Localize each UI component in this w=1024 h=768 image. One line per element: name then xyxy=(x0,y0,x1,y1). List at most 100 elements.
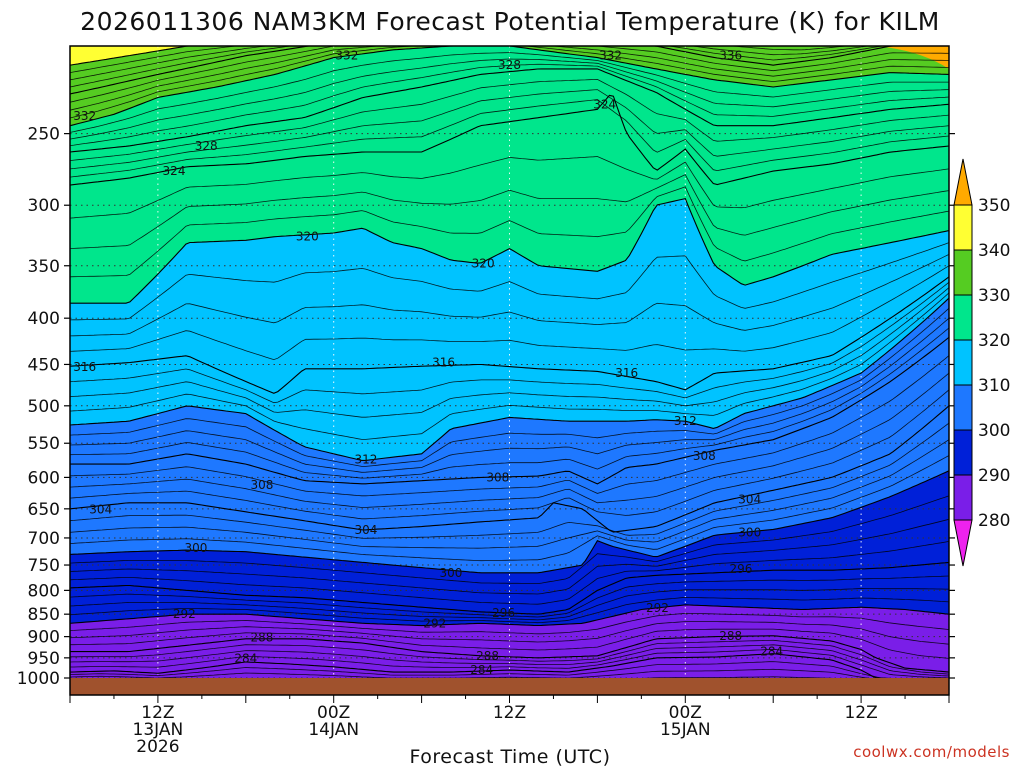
isentrope-minor-304-2 xyxy=(70,372,949,508)
isentrope-minor-328-2 xyxy=(70,58,949,140)
contour-label-5: 324 xyxy=(593,97,616,111)
contour-label-28: 292 xyxy=(423,616,446,630)
isentrope-minor-308-2 xyxy=(70,317,949,473)
contour-label-26: 292 xyxy=(173,607,196,621)
y-tick-label-250: 250 xyxy=(28,125,60,145)
isentrope-324 xyxy=(70,94,949,186)
pressure-axis: 250 300 350 400 450 500 550 600 650 700 750 800 850 9… xyxy=(17,125,955,689)
colorbar-band-290 xyxy=(953,429,973,476)
y-tick-label-800: 800 xyxy=(28,581,60,601)
colorbar-under-arrow xyxy=(953,519,973,567)
x-tick-label-54-0: 12Z xyxy=(844,703,877,723)
isentrope-minor-300-2 xyxy=(70,439,949,549)
isentrope-minor-324-2 xyxy=(70,89,949,170)
contour-label-0: 332 xyxy=(335,49,358,63)
isentrope-minor-284-1 xyxy=(70,648,949,678)
y-tick-label-750: 750 xyxy=(28,556,60,576)
contour-label-25: 296 xyxy=(492,606,515,620)
isentrope-minor-304-1 xyxy=(70,389,949,520)
field-band-336 xyxy=(70,46,949,94)
isentrope-minor-280-3 xyxy=(70,661,884,678)
contour-label-8: 320 xyxy=(296,230,319,244)
contour-label-12: 316 xyxy=(615,366,638,380)
isentrope-minor-320-1 xyxy=(70,186,949,278)
colorbar-label-340: 340 xyxy=(978,241,1010,261)
isentrope-minor-288-1 xyxy=(70,628,949,659)
isentrope-lines xyxy=(70,46,949,678)
isentrope-minor-312-3 xyxy=(70,281,949,404)
isentrope-minor-336-2 xyxy=(70,46,872,81)
contour-label-21: 300 xyxy=(185,541,208,555)
contour-label-13: 312 xyxy=(674,414,697,428)
colorbar-band-320 xyxy=(953,294,973,341)
isentrope-minor-292-2 xyxy=(70,588,949,621)
isentrope-minor-332-2 xyxy=(70,46,949,111)
isentrope-minor-336-3 xyxy=(70,46,851,73)
isentrope-304 xyxy=(70,405,949,533)
y-tick-label-550: 550 xyxy=(28,434,60,454)
colorbar: 350 340 330 320 310 300 290 280 xyxy=(953,158,1010,567)
x-axis-title: Forecast Time (UTC) xyxy=(410,746,611,768)
isentrope-minor-296-1 xyxy=(70,541,949,605)
isentrope-minor-320-3 xyxy=(70,156,949,219)
contour-label-20: 304 xyxy=(354,523,377,537)
chart-title: 2026011306 NAM3KM Forecast Potential Tem… xyxy=(80,7,940,36)
x-tick-label-6-0: 12Z xyxy=(141,703,174,723)
credit-text: coolwx.com/models xyxy=(853,743,1010,761)
colorbar-label-280: 280 xyxy=(978,511,1010,531)
contour-label-11: 316 xyxy=(432,356,455,370)
contour-label-31: 288 xyxy=(476,649,499,663)
isentrope-minor-332-1 xyxy=(70,46,949,119)
isentrope-312 xyxy=(70,297,949,461)
colorbar-band-330 xyxy=(953,249,973,296)
colorbar-band-300 xyxy=(953,384,973,431)
isentrope-minor-316-2 xyxy=(70,254,949,337)
isentrope-minor-308-1 xyxy=(70,327,949,479)
contour-labels: 332 328 332 336 332 324 328 324 320 320 316 316 316 3… xyxy=(73,49,783,677)
isentrope-minor-316-1 xyxy=(70,265,949,361)
isentrope-minor-280-2 xyxy=(70,668,870,678)
isentrope-minor-284-2 xyxy=(70,644,949,677)
isentrope-328 xyxy=(70,68,949,153)
contour-label-34: 284 xyxy=(470,663,493,677)
isentrope-296 xyxy=(70,561,949,615)
colorbar-band-340 xyxy=(953,204,973,251)
isentrope-minor-324-1 xyxy=(70,99,949,178)
isentrope-332 xyxy=(70,46,949,127)
contour-label-23: 300 xyxy=(439,566,462,580)
x-tick-label-6-2: 2026 xyxy=(136,737,179,757)
isentrope-minor-332-3 xyxy=(70,46,949,103)
colorbar-label-350: 350 xyxy=(978,196,1010,216)
isentrope-292 xyxy=(70,604,949,627)
contour-label-22: 300 xyxy=(738,525,761,539)
contour-label-24: 296 xyxy=(730,562,753,576)
contour-label-16: 308 xyxy=(250,478,273,492)
contour-label-27: 292 xyxy=(646,601,669,615)
colorbar-band-280 xyxy=(953,474,973,521)
isentrope-288 xyxy=(70,635,949,673)
contour-label-18: 304 xyxy=(89,502,112,516)
x-tick-label-18-0: 00Z xyxy=(317,703,350,723)
colorbar-band-310 xyxy=(953,339,973,386)
y-tick-label-400: 400 xyxy=(28,309,60,329)
contour-label-4: 332 xyxy=(73,109,96,123)
colorbar-label-290: 290 xyxy=(978,466,1010,486)
contour-label-2: 332 xyxy=(599,49,622,63)
contour-label-15: 308 xyxy=(693,449,716,463)
y-tick-label-350: 350 xyxy=(28,257,60,277)
isentrope-300 xyxy=(70,470,949,574)
colorbar-over-arrow xyxy=(953,158,973,206)
isentrope-284 xyxy=(70,653,896,678)
isentrope-minor-300-3 xyxy=(70,422,949,539)
contour-label-19: 304 xyxy=(738,493,761,507)
isentrope-minor-316-3 xyxy=(70,242,949,321)
isentrope-316 xyxy=(70,276,949,394)
contour-label-17: 308 xyxy=(486,470,509,484)
contour-label-6: 328 xyxy=(195,139,218,153)
x-tick-label-42-1: 15JAN xyxy=(660,720,711,740)
field-band-above xyxy=(875,46,949,69)
isentrope-minor-308-3 xyxy=(70,307,949,467)
isentrope-minor-304-3 xyxy=(70,355,949,497)
